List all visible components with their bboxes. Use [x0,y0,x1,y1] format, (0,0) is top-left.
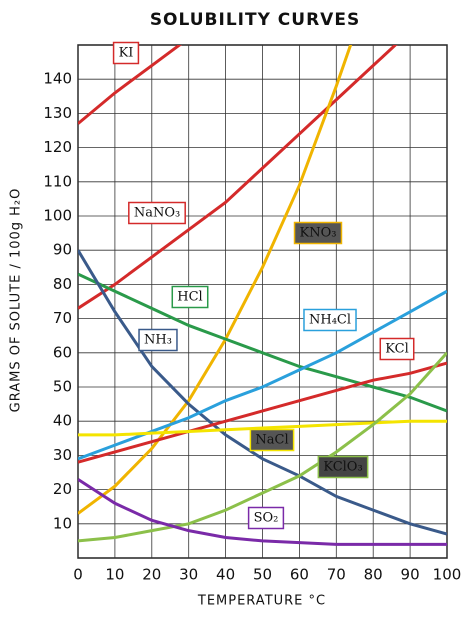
series-label: KNO₃ [300,226,337,241]
series-label-box [379,337,415,361]
series-line [78,289,447,461]
y-tick-label: 90 [53,241,72,259]
series-label-box [293,221,343,245]
x-axis-label: TEMPERATURE °C [197,594,326,609]
y-tick-label: 140 [43,70,72,88]
x-tick-label: 10 [105,566,124,584]
series-label-box [249,428,295,452]
x-tick-label: 40 [216,566,235,584]
series-label-box [303,308,357,332]
x-tick-label: 0 [73,566,83,584]
series-line [78,478,447,546]
series-label: SO₂ [254,511,279,526]
series-label-box [128,201,186,225]
y-axis-label: GRAMS OF SOLUTE / 100g H₂O [9,188,24,413]
y-tick-label: 100 [43,207,72,225]
series-line [78,419,447,437]
series-line [78,45,398,310]
y-tick-label: 40 [53,412,72,430]
x-tick-label: 100 [433,566,462,584]
x-tick-label: 80 [364,566,383,584]
series-label-box [138,328,178,352]
series-label: KCl [385,342,408,357]
y-tick-label: 70 [53,309,72,327]
x-tick-label: 20 [142,566,161,584]
series-line [78,361,447,464]
series-label: NaCl [255,433,288,448]
series-label: KI [119,46,134,61]
y-tick-label: 10 [53,514,72,532]
series-line [78,351,447,543]
y-tick-label: 30 [53,446,72,464]
series-label-box [112,41,140,65]
series-label-box [171,285,209,309]
series-line [78,45,182,125]
y-tick-label: 120 [43,138,72,156]
x-tick-label: 60 [290,566,309,584]
series-label: HCl [177,290,202,305]
series-label: NH₄Cl [309,313,351,328]
series-label-box [317,455,369,479]
chart-title: SOLUBILITY CURVES [150,10,360,30]
series-label: NH₃ [144,333,172,348]
y-tick-label: 80 [53,275,72,293]
x-tick-label: 50 [253,566,272,584]
series-line [78,272,447,413]
y-tick-label: 60 [53,343,72,361]
y-tick-label: 110 [43,172,72,190]
x-tick-label: 30 [179,566,198,584]
y-tick-label: 20 [53,480,72,498]
x-tick-label: 90 [401,566,420,584]
y-tick-label: 130 [43,104,72,122]
x-tick-label: 70 [327,566,346,584]
y-tick-label: 50 [53,378,72,396]
series-label-box [247,506,285,530]
series-label: KClO₃ [323,460,362,475]
series-label: NaNO₃ [134,206,180,221]
